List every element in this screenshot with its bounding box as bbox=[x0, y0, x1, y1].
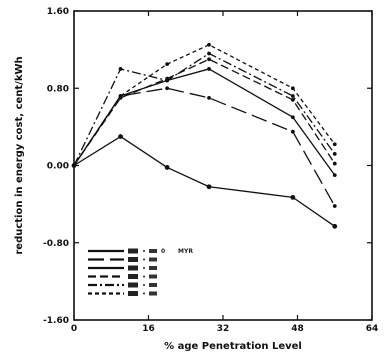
series-line-4 bbox=[73, 58, 336, 166]
legend-swatch-2 bbox=[128, 257, 138, 262]
legend-sep-dot bbox=[143, 267, 145, 269]
legend-sep-dot bbox=[143, 275, 145, 278]
y-tick-label: -0.80 bbox=[43, 239, 69, 249]
data-point bbox=[332, 161, 337, 166]
legend: 0 MYR bbox=[88, 248, 193, 296]
y-tick-label: -1.60 bbox=[43, 316, 69, 326]
data-point bbox=[332, 173, 337, 178]
data-point bbox=[290, 115, 295, 120]
data-point bbox=[207, 96, 211, 100]
x-tick-label: 32 bbox=[217, 324, 230, 334]
data-point bbox=[290, 86, 295, 91]
data-point bbox=[332, 152, 337, 156]
legend-sep-dot bbox=[143, 292, 145, 295]
y-tick-label: 0.00 bbox=[47, 162, 69, 172]
legend-unit: MYR bbox=[178, 248, 193, 255]
series-line-1 bbox=[73, 135, 336, 227]
data-point bbox=[118, 94, 123, 98]
data-point bbox=[290, 129, 295, 134]
legend-value-mark-6 bbox=[149, 291, 157, 296]
series-line-5 bbox=[73, 52, 336, 166]
legend-sep-dot bbox=[143, 250, 145, 252]
series-line-2 bbox=[73, 87, 336, 207]
x-tick-label: 16 bbox=[142, 324, 155, 334]
legend-swatch-5 bbox=[128, 282, 138, 288]
legend-swatch-3 bbox=[128, 265, 138, 271]
data-point bbox=[332, 142, 337, 147]
legend-swatch-6 bbox=[128, 291, 138, 296]
legend-sep-dot bbox=[143, 258, 145, 261]
x-axis-label: % age Penetration Level bbox=[164, 341, 302, 352]
series-line-6 bbox=[73, 44, 336, 166]
data-point bbox=[164, 165, 170, 170]
y-axis-label: reduction in energy cost, cent/kWh bbox=[14, 56, 25, 254]
series-line-3 bbox=[73, 68, 336, 176]
data-point bbox=[332, 223, 338, 229]
x-tick-label: 0 bbox=[71, 324, 77, 334]
legend-value-mark-2 bbox=[149, 257, 157, 262]
legend-swatch-1 bbox=[128, 248, 138, 254]
legend-value-mark-5 bbox=[149, 283, 157, 287]
series-group bbox=[71, 42, 338, 229]
legend-value-mark-3 bbox=[149, 266, 157, 270]
data-point bbox=[332, 204, 337, 208]
legend-label-1: 0 bbox=[161, 248, 165, 255]
data-point bbox=[290, 94, 295, 98]
data-point bbox=[165, 62, 170, 67]
data-point bbox=[290, 97, 295, 102]
x-tick-label: 64 bbox=[366, 324, 379, 334]
data-point bbox=[290, 194, 296, 200]
y-tick-label: 0.80 bbox=[47, 84, 69, 94]
data-point bbox=[118, 67, 123, 71]
x-tick-label: 48 bbox=[291, 324, 304, 334]
x-ticks: 0 16 32 48 64 bbox=[71, 11, 378, 334]
data-point bbox=[165, 86, 170, 91]
legend-value-mark-4 bbox=[149, 274, 157, 279]
legend-sep-dot bbox=[143, 284, 145, 286]
legend-swatch-4 bbox=[128, 274, 138, 279]
y-tick-label: 1.60 bbox=[47, 7, 69, 17]
data-point bbox=[207, 67, 211, 71]
data-point bbox=[206, 184, 212, 190]
data-point bbox=[118, 134, 123, 139]
data-point bbox=[165, 78, 170, 83]
y-ticks: 1.60 0.80 0.00 -0.80 -1.60 bbox=[43, 7, 372, 326]
legend-value-mark-1 bbox=[149, 249, 157, 253]
data-point bbox=[207, 42, 211, 47]
data-point bbox=[207, 51, 211, 56]
data-point bbox=[207, 57, 211, 62]
